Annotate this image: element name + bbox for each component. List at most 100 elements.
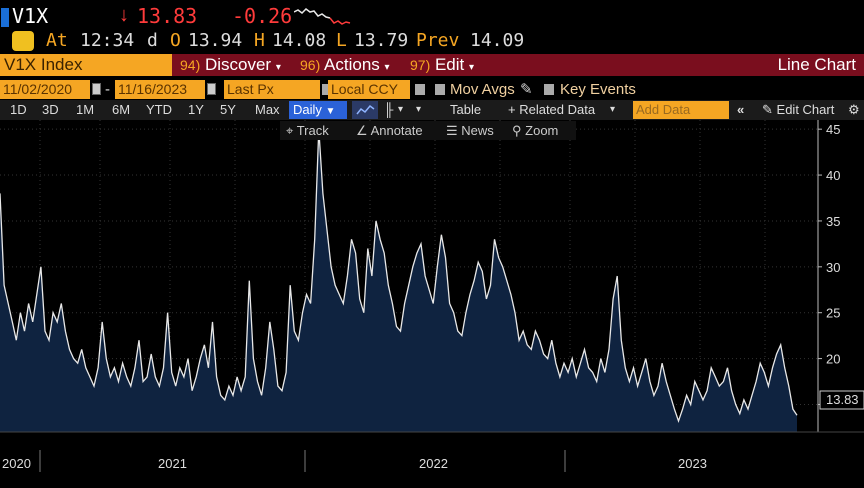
pencil-icon: ✎: [762, 102, 773, 117]
y-tick-label: 35: [826, 214, 840, 229]
bar-chart-icon[interactable]: ╟: [384, 102, 394, 117]
add-data-input[interactable]: Add Data: [633, 101, 729, 119]
checkbox-mov-avgs[interactable]: [435, 84, 445, 95]
last-price: 13.83: [137, 4, 198, 28]
discover-label: Discover: [204, 55, 272, 74]
collapse-icon[interactable]: «: [737, 102, 745, 117]
prev-label: Prev: [416, 30, 460, 51]
low-label: L: [336, 30, 347, 51]
last-value-box: [819, 390, 864, 410]
menu-bar: [0, 54, 864, 76]
x-tick-label: 2022: [419, 456, 448, 471]
high-value: 14.08: [272, 30, 327, 51]
low-value: 13.79: [354, 30, 409, 51]
down-arrow-icon: ↓: [119, 4, 129, 26]
zoom-label: Zoom: [525, 123, 559, 138]
frequency-label: Daily: [293, 102, 322, 117]
actions-num: 96): [300, 57, 321, 73]
last-value-marker: 13.83: [819, 390, 864, 410]
y-tick-label: 20: [826, 352, 840, 367]
pen-icon: ∠: [356, 123, 368, 138]
intraday-sparkline-icon: [294, 8, 351, 25]
ticker-flag: [1, 8, 9, 27]
period-5y[interactable]: 5Y: [220, 102, 236, 117]
period-ytd[interactable]: YTD: [146, 102, 172, 117]
price-header: V1X ↓ 13.83 -0.26: [0, 0, 864, 30]
chart-type-label: Line Chart: [777, 55, 856, 74]
period-1d[interactable]: 1D: [10, 102, 27, 117]
calendar-icon[interactable]: [92, 83, 101, 95]
x-tick-label: 2023: [678, 456, 707, 471]
related-data-button[interactable]: + Related Data: [508, 102, 596, 117]
discover-menu[interactable]: 94) Discover ▾: [180, 54, 281, 76]
pencil-icon[interactable]: ✎: [520, 81, 533, 98]
news-icon: ☰: [446, 123, 458, 138]
crosshair-icon: ⌖: [286, 123, 294, 138]
at-label: At: [46, 30, 68, 51]
dropdown-icon[interactable]: [415, 84, 425, 95]
gauge-icon[interactable]: [12, 31, 34, 51]
open-label: O: [170, 30, 181, 51]
annotate-tool[interactable]: ∠ Annotate: [356, 121, 423, 140]
gear-icon[interactable]: ⚙: [848, 102, 860, 117]
high-label: H: [254, 30, 265, 51]
mov-avgs-label[interactable]: Mov Avgs: [450, 81, 515, 98]
edit-menu[interactable]: 97) Edit ▾: [410, 54, 474, 76]
period-3d[interactable]: 3D: [42, 102, 59, 117]
edit-chart-label: Edit Chart: [776, 102, 835, 117]
annotate-label: Annotate: [370, 123, 423, 138]
y-tick-label: 40: [826, 168, 840, 183]
table-button[interactable]: Table: [450, 102, 482, 117]
security-input[interactable]: V1X Index: [0, 54, 172, 76]
edit-label: Edit: [434, 55, 465, 74]
chart-subtools: ⌖ Track ∠ Annotate ☰ News ⚲ Zoom: [280, 121, 576, 140]
prev-value: 14.09: [470, 30, 525, 51]
zoom-tool[interactable]: ⚲ Zoom: [512, 121, 558, 140]
price-area: [0, 129, 797, 432]
field-select[interactable]: Last Px: [224, 80, 320, 99]
caret-down-icon: ▾: [275, 62, 281, 73]
last-value-label: 13.83: [826, 392, 859, 407]
y-tick-label: 45: [826, 122, 840, 137]
y-tick-label: 30: [826, 260, 840, 275]
key-events-label[interactable]: Key Events: [560, 81, 636, 98]
quote-line: At 12:34 d O 13.94 H 14.08 L 13.79 Prev …: [0, 30, 864, 52]
dropdown-icon[interactable]: [322, 84, 332, 95]
magnifier-icon: ⚲: [512, 123, 522, 138]
line-chart-icon[interactable]: [352, 101, 378, 119]
edit-num: 97): [410, 57, 431, 73]
period-1m[interactable]: 1M: [76, 102, 95, 117]
track-tool[interactable]: ⌖ Track: [286, 121, 329, 140]
price-line: [0, 129, 798, 423]
caret-down-icon: ▾: [384, 62, 390, 73]
news-tool[interactable]: ☰ News: [446, 121, 494, 140]
calendar-icon[interactable]: [207, 83, 216, 95]
open-value: 13.94: [188, 30, 243, 51]
ticker-symbol: V1X: [12, 4, 49, 28]
period-6m[interactable]: 6M: [112, 102, 131, 117]
caret-down-icon[interactable]: ▾: [610, 104, 616, 115]
delayed-flag: d: [147, 30, 158, 51]
discover-num: 94): [180, 57, 201, 73]
caret-down-icon: ▼: [325, 106, 336, 117]
track-label: Track: [296, 123, 329, 138]
caret-down-icon[interactable]: ▾: [416, 104, 422, 115]
start-date-input[interactable]: 11/02/2020: [0, 80, 90, 99]
period-1y[interactable]: 1Y: [188, 102, 204, 117]
y-tick-label: 25: [826, 306, 840, 321]
checkbox-key-events[interactable]: [544, 84, 554, 95]
range-bar: 11/02/2020 - 11/16/2023 Last Px Local CC…: [0, 80, 864, 100]
x-axis: 2020 2021 2022 2023: [2, 450, 707, 472]
chart-toolbar: 1D 3D 1M 6M YTD 1Y 5Y Max Daily ▼ ╟ ▾ ▾ …: [0, 100, 864, 120]
frequency-select[interactable]: Daily ▼: [289, 101, 347, 119]
range-dash: -: [105, 81, 110, 98]
x-tick-label: 2021: [158, 456, 187, 471]
caret-down-icon[interactable]: ▾: [398, 104, 404, 115]
period-max[interactable]: Max: [255, 102, 280, 117]
end-date-input[interactable]: 11/16/2023: [115, 80, 205, 99]
edit-chart-button[interactable]: ✎ Edit Chart: [762, 100, 834, 120]
currency-select[interactable]: Local CCY: [328, 80, 410, 99]
actions-menu[interactable]: 96) Actions ▾: [300, 54, 390, 76]
news-label: News: [461, 123, 494, 138]
